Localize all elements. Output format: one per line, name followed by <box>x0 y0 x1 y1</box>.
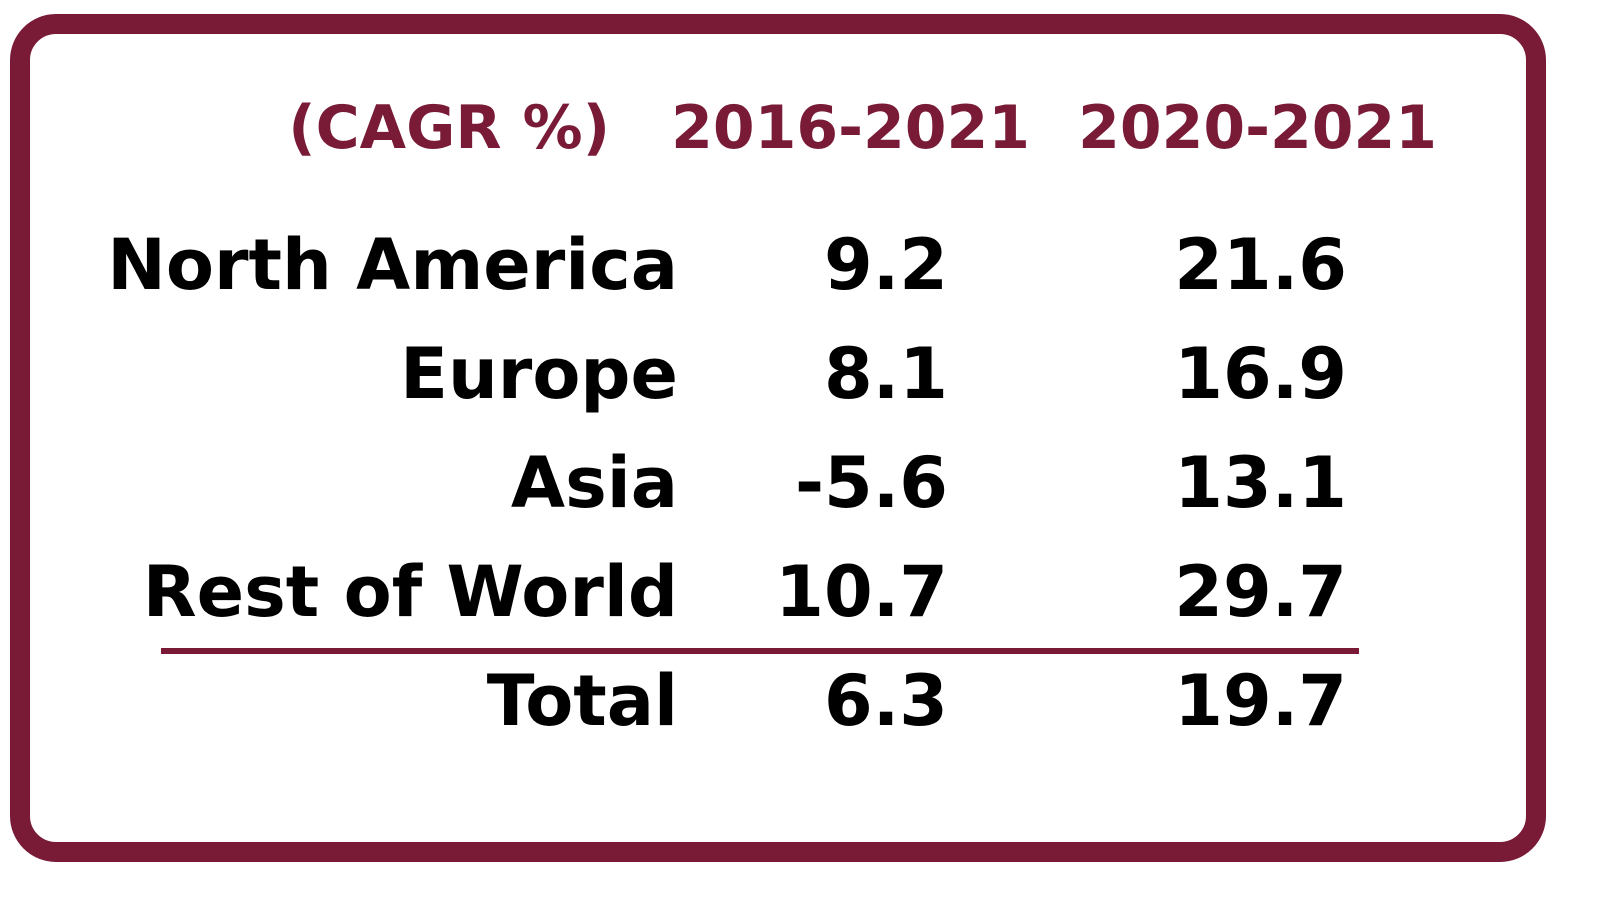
column-header-2020-2021: 2020-2021 <box>1078 93 1437 163</box>
row-label-asia: Asia <box>510 442 678 524</box>
column-header-2016-2021: 2016-2021 <box>671 93 1030 163</box>
value-total-2020-2021: 19.7 <box>1174 660 1347 742</box>
value-total-2016-2021: 6.3 <box>823 660 948 742</box>
value-rest-of-world-2016-2021: 10.7 <box>775 551 948 633</box>
value-asia-2020-2021: 13.1 <box>1174 442 1347 524</box>
value-europe-2020-2021: 16.9 <box>1174 333 1347 415</box>
value-europe-2016-2021: 8.1 <box>823 333 948 415</box>
value-asia-2016-2021: -5.6 <box>794 442 948 524</box>
value-rest-of-world-2020-2021: 29.7 <box>1174 551 1347 633</box>
row-label-north-america: North America <box>107 224 678 306</box>
value-north-america-2016-2021: 9.2 <box>823 224 948 306</box>
row-label-europe: Europe <box>400 333 678 415</box>
total-divider-line <box>161 648 1359 654</box>
row-label-rest-of-world: Rest of World <box>142 551 678 633</box>
column-header-metric: (CAGR %) <box>288 93 610 163</box>
value-north-america-2020-2021: 21.6 <box>1174 224 1347 306</box>
table-frame <box>10 14 1546 862</box>
row-label-total: Total <box>486 660 678 742</box>
